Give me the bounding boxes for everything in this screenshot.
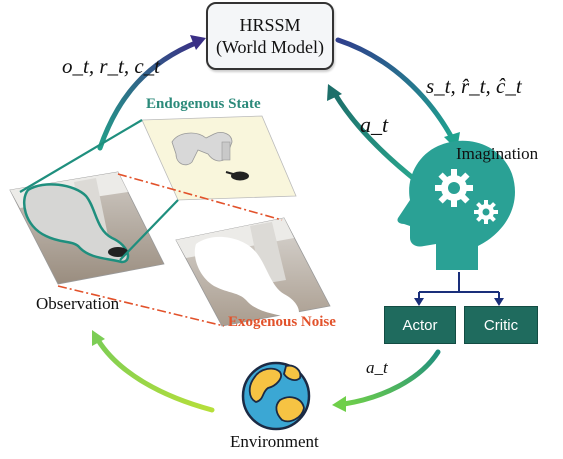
observation-tuple-label: o_t, r_t, c_t — [62, 54, 160, 78]
imagined-tuple-label: s_t, r̂_t, ĉ_t — [426, 74, 522, 98]
observation-label: Observation — [36, 294, 120, 313]
action-upper-label: a_t — [360, 112, 389, 137]
brain-gears-icon — [397, 140, 515, 270]
connector-line — [119, 199, 179, 261]
arrow-environment-to-observation — [95, 337, 215, 413]
endogenous-state-label: Endogenous State — [146, 96, 261, 112]
observation-image — [9, 171, 165, 285]
world-model-title: HRSSM — [239, 15, 301, 35]
environment-label: Environment — [230, 432, 319, 451]
arrow-imagination-to-model — [332, 91, 421, 185]
critic-label: Critic — [483, 316, 519, 334]
arrowhead-environment-in — [332, 396, 346, 412]
arrowhead-model-in-2 — [327, 84, 342, 101]
exogenous-noise-label: Exogenous Noise — [228, 314, 336, 330]
endogenous-state-image — [141, 115, 297, 201]
actor-box: Actor — [384, 306, 456, 344]
noise-connector-line — [57, 285, 225, 327]
globe-icon — [241, 361, 311, 431]
arrowhead-observation-in — [92, 330, 105, 346]
exogenous-noise-image — [175, 217, 331, 327]
arrowhead-actor — [414, 298, 424, 306]
arrow-observation-to-model — [97, 39, 201, 151]
agent-connector — [418, 272, 500, 300]
noise-connector-line — [117, 173, 283, 221]
world-model-box: HRSSM (World Model) — [206, 2, 334, 70]
critic-box: Critic — [464, 306, 538, 344]
imagination-label: Imagination — [456, 144, 539, 163]
connector-line — [19, 119, 143, 193]
arrow-agent-to-environment — [341, 349, 441, 407]
actor-label: Actor — [402, 316, 438, 334]
arrow-model-to-imagination — [335, 37, 455, 141]
arrowhead-model-in — [190, 35, 206, 50]
arrowhead-critic — [494, 298, 504, 306]
action-lower-label: a_t — [366, 358, 388, 377]
world-model-subtitle: (World Model) — [215, 37, 325, 57]
